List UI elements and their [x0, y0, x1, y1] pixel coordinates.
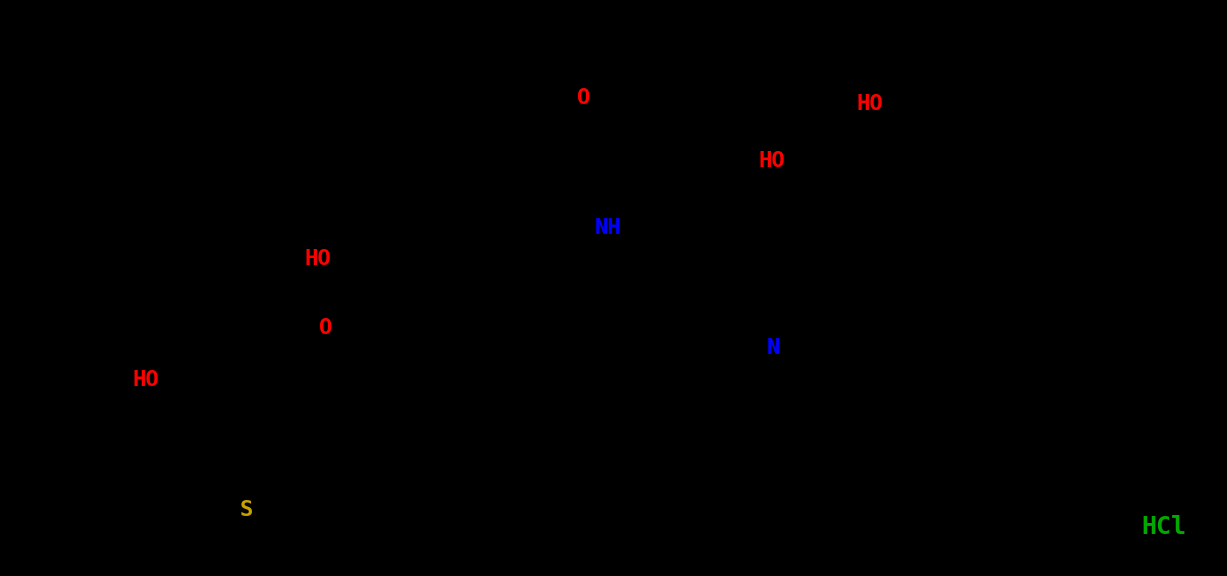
Text: O: O: [577, 88, 590, 108]
Text: NH: NH: [595, 218, 622, 237]
Text: HO: HO: [758, 151, 785, 171]
Text: HCl: HCl: [1141, 515, 1187, 539]
Text: HO: HO: [304, 249, 331, 269]
Text: S: S: [239, 500, 253, 520]
Text: N: N: [767, 339, 780, 358]
Text: HO: HO: [133, 370, 160, 390]
Text: HO: HO: [856, 94, 883, 113]
Text: O: O: [319, 319, 333, 338]
